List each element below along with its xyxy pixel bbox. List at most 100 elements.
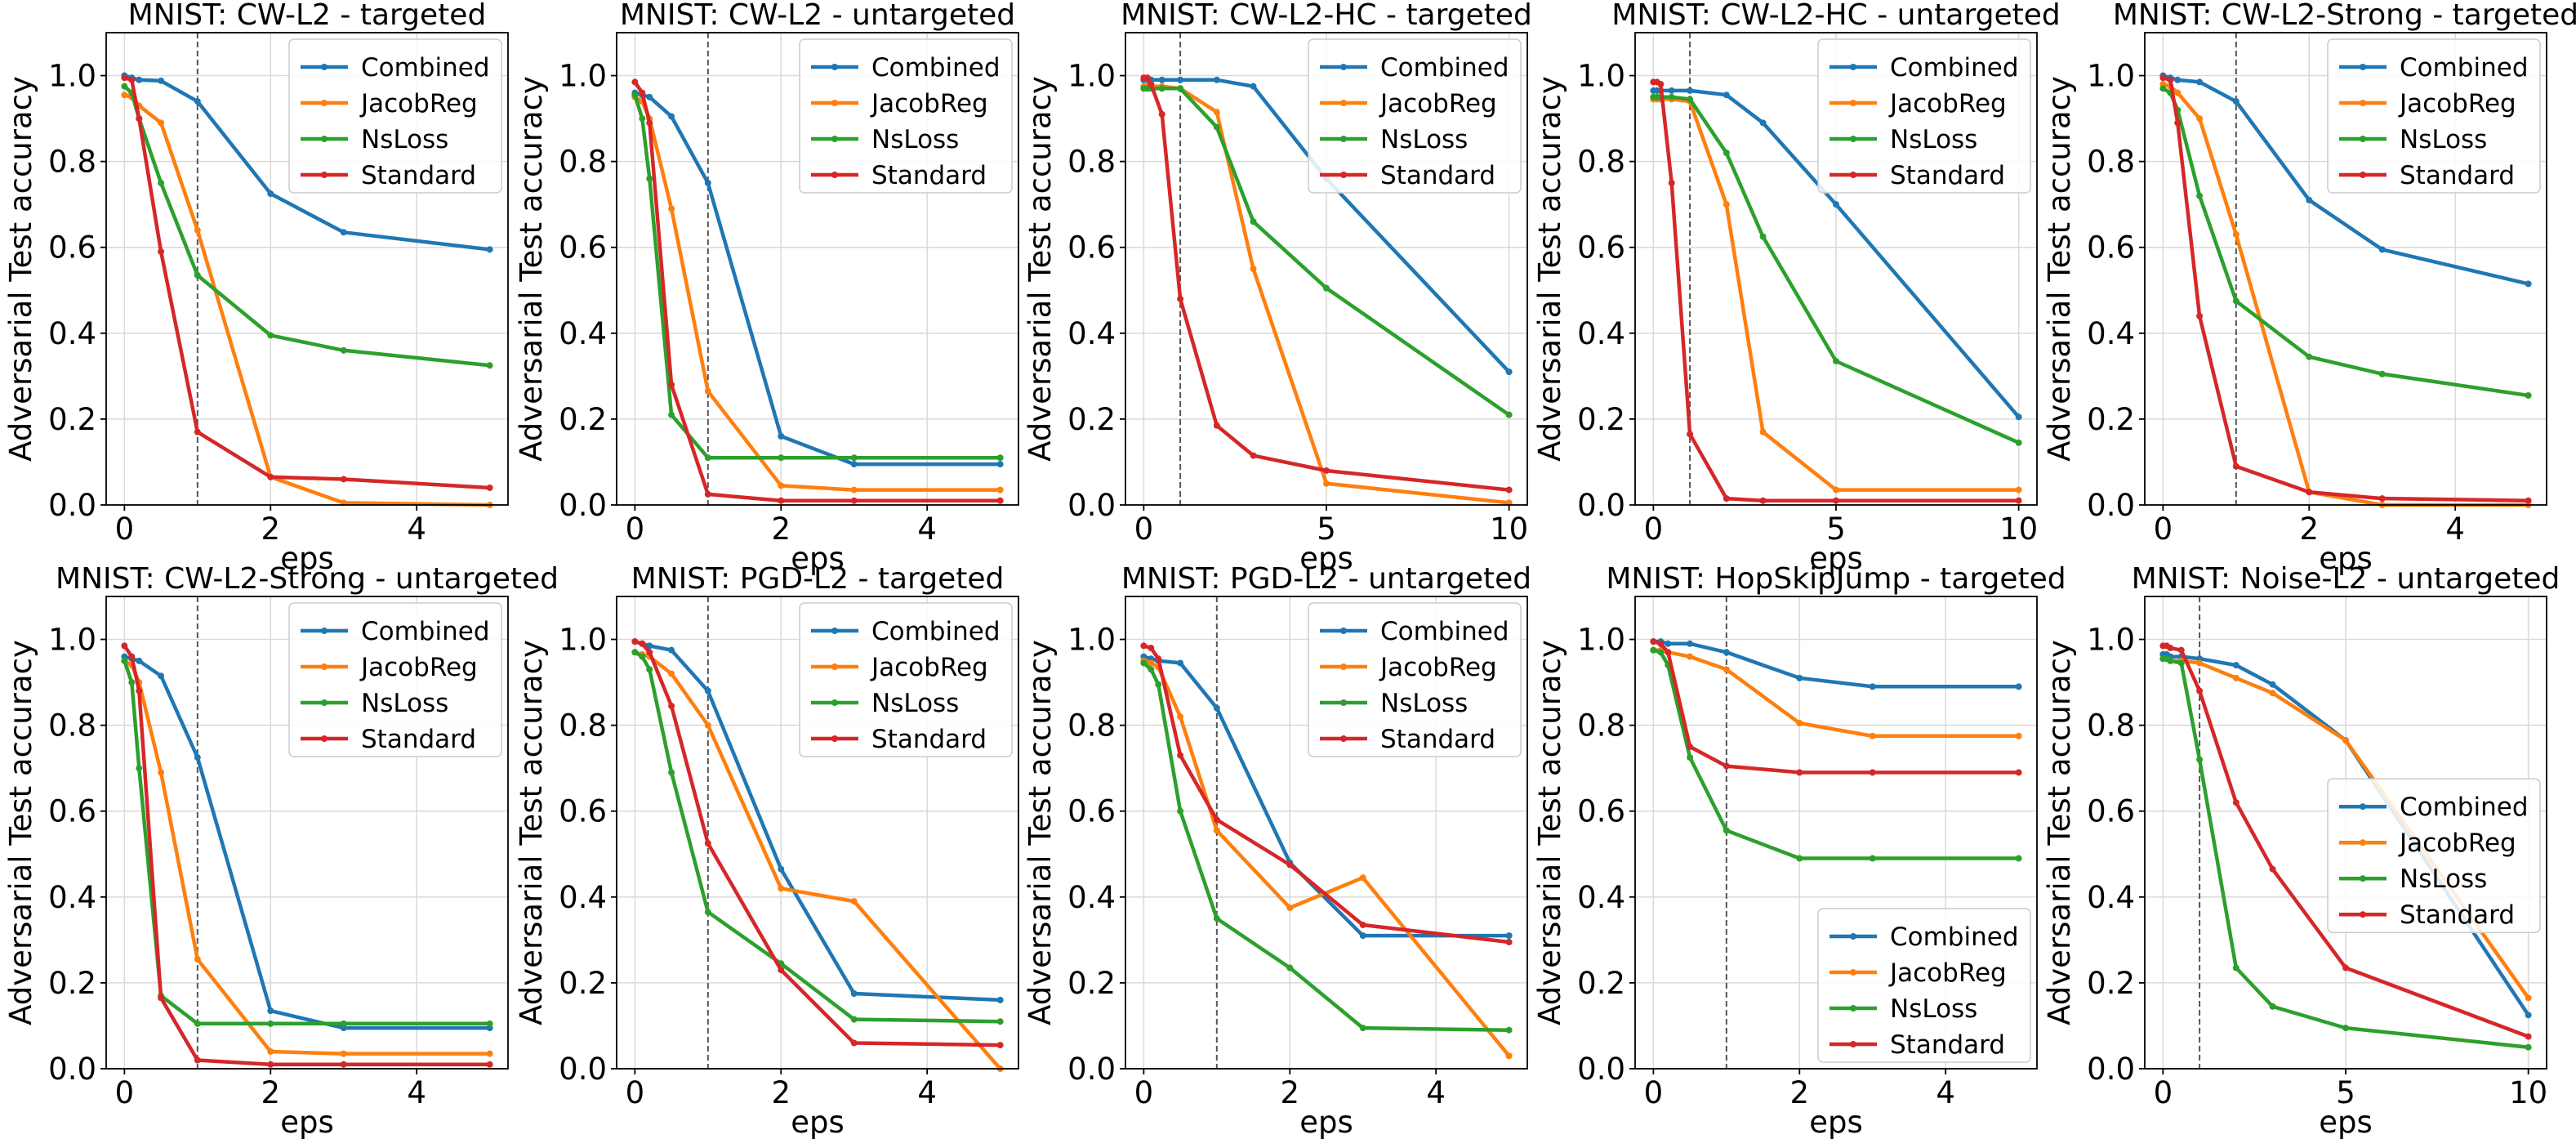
x-tick-label: 0 <box>626 511 645 547</box>
data-point-standard <box>158 994 165 1002</box>
data-point-jacobreg <box>2015 732 2022 739</box>
data-point-standard <box>850 1039 858 1047</box>
data-point-nsloss <box>1833 357 1839 364</box>
series-line-standard <box>123 645 490 1066</box>
data-point-nsloss <box>1213 915 1220 922</box>
data-point-standard <box>1155 655 1162 663</box>
data-point-standard <box>1286 861 1294 869</box>
plot-frame <box>1125 596 1528 1070</box>
legend-marker <box>2360 64 2366 70</box>
data-point-standard <box>668 381 675 388</box>
data-point-combined <box>850 990 858 998</box>
data-point-nsloss <box>1148 666 1155 673</box>
legend-box <box>2327 778 2541 933</box>
data-point-nsloss <box>704 454 711 462</box>
chart-panel-2: 0.0 0.2 0.4 0.6 0.8 1.0 0 2 4 MNIST: CW-L2 - unta… <box>514 0 1019 576</box>
chart-title: MNIST: Noise-L2 - untargeted <box>2132 562 2560 596</box>
data-point-jacobreg <box>1177 713 1184 721</box>
series-line-nsloss <box>123 85 490 368</box>
y-tick-label: 0.6 <box>48 794 96 829</box>
legend-box <box>1817 908 2031 1063</box>
chart-panel-6: 0.0 0.2 0.4 0.6 0.8 1.0 0 2 4 MNIST: CW-L2-Strong… <box>3 562 559 1139</box>
chart-title: MNIST: CW-L2 - targeted <box>128 0 487 32</box>
data-point-jacobreg <box>850 898 858 905</box>
y-axis-label: Adversarial Test accuracy <box>2042 76 2077 462</box>
data-point-standard <box>2196 312 2204 319</box>
data-point-standard <box>2015 769 2022 776</box>
legend-label-jacobreg: JacobReg <box>1888 89 2007 118</box>
legend-label-jacobreg: JacobReg <box>2398 829 2516 858</box>
data-point-nsloss <box>2177 659 2185 667</box>
legend-label-combined: Combined <box>2400 53 2529 83</box>
data-point-combined <box>136 657 143 664</box>
data-point-combined <box>646 93 653 100</box>
legend-label-standard: Standard <box>1380 161 1495 190</box>
chart-panel-8: 0.0 0.2 0.4 0.6 0.8 1.0 0 2 4 MNIST: PGD-L2 - unt… <box>1023 562 1531 1139</box>
x-tick-label: 10 <box>1490 511 1528 547</box>
legend-label-jacobreg: JacobReg <box>2398 89 2516 118</box>
x-tick-label: 5 <box>1826 511 1846 547</box>
x-tick-label: 0 <box>2154 1075 2173 1110</box>
chart-title: MNIST: CW-L2-HC - targeted <box>1121 0 1532 32</box>
data-point-nsloss <box>996 1018 1004 1025</box>
data-point-nsloss <box>1177 85 1184 92</box>
legend-marker <box>1340 735 1347 742</box>
legend: Combined JacobReg NsLoss Standard <box>2327 38 2541 194</box>
x-tick-label: 4 <box>407 1075 426 1110</box>
data-point-combined <box>2196 78 2204 86</box>
legend-label-nsloss: NsLoss <box>361 125 448 154</box>
y-tick-label: 0.4 <box>1577 316 1625 351</box>
data-point-standard <box>2196 687 2204 695</box>
data-point-standard <box>1657 81 1665 88</box>
data-point-nsloss <box>136 765 143 772</box>
data-point-jacobreg <box>158 769 165 776</box>
legend-box <box>799 38 1013 194</box>
legend-marker <box>1850 64 1856 70</box>
y-tick-label: 0.2 <box>1067 966 1116 1001</box>
legend: Combined JacobReg NsLoss Standard <box>288 38 502 194</box>
legend-marker <box>2360 803 2366 811</box>
data-point-combined <box>340 229 347 236</box>
y-axis-label: Adversarial Test accuracy <box>514 640 549 1025</box>
y-tick-label: 0.4 <box>2087 316 2135 351</box>
y-tick-label: 0.0 <box>48 1052 96 1087</box>
legend-box <box>799 602 1013 757</box>
legend-label-nsloss: NsLoss <box>2400 864 2487 894</box>
data-point-standard <box>486 484 493 491</box>
y-tick-label: 0.4 <box>1577 880 1625 915</box>
data-point-nsloss <box>1650 646 1657 654</box>
data-point-nsloss <box>158 179 165 186</box>
legend-label-standard: Standard <box>1890 1030 2005 1060</box>
data-point-standard <box>1505 486 1513 494</box>
legend-label-nsloss: NsLoss <box>1380 689 1468 718</box>
series-line-nsloss <box>123 660 490 1026</box>
data-point-standard <box>1650 638 1657 645</box>
data-point-nsloss <box>778 454 785 462</box>
legend-label-combined: Combined <box>361 53 490 83</box>
data-point-standard <box>646 119 653 127</box>
data-point-standard <box>1687 743 1694 750</box>
data-point-nsloss <box>1158 85 1165 92</box>
plot-frame <box>616 32 1019 506</box>
x-axis-label: eps <box>280 541 334 576</box>
y-tick-label: 0.6 <box>559 230 607 266</box>
data-point-standard <box>2306 489 2313 496</box>
data-point-jacobreg <box>1505 1052 1513 1060</box>
data-point-jacobreg <box>2269 690 2276 697</box>
legend-label-combined: Combined <box>2400 793 2529 822</box>
legend-marker <box>2360 875 2366 882</box>
legend-marker <box>831 100 838 106</box>
data-point-standard <box>267 473 274 480</box>
data-point-nsloss <box>1796 855 1803 862</box>
data-point-jacobreg <box>1359 874 1366 882</box>
data-point-standard <box>158 248 165 255</box>
x-axis-label: eps <box>791 1105 845 1139</box>
data-point-jacobreg <box>1148 659 1155 667</box>
data-point-nsloss <box>340 1020 347 1027</box>
data-point-nsloss <box>1687 754 1694 762</box>
data-point-jacobreg <box>1869 732 1876 739</box>
y-tick-label: 0.4 <box>559 316 607 351</box>
y-tick-label: 0.8 <box>1577 145 1625 180</box>
data-point-combined <box>2232 98 2240 105</box>
y-tick-label: 0.8 <box>1067 708 1116 744</box>
